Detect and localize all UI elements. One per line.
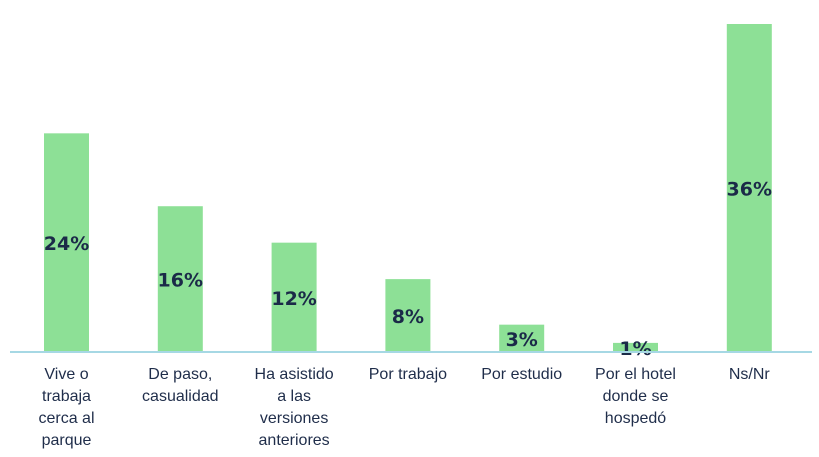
category-label: Vive o trabaja cerca al parque	[38, 366, 95, 449]
category-label: Por el hotel donde se hospedó	[595, 366, 676, 427]
bar	[44, 133, 89, 352]
value-label: 12%	[271, 288, 316, 310]
category-label: Por trabajo	[368, 366, 448, 383]
category-label: Ha asistido a las versiones anteriores	[254, 366, 334, 449]
value-label: 24%	[44, 233, 89, 255]
value-label: 16%	[158, 270, 203, 292]
category-label: Por estudio	[481, 366, 563, 383]
category-label: De paso, casualidad	[142, 366, 219, 405]
bar	[726, 24, 772, 352]
bar	[385, 279, 431, 352]
category-label: Ns/Nr	[728, 366, 770, 383]
value-label: 36%	[727, 179, 772, 201]
bar	[271, 242, 317, 352]
bar	[613, 342, 658, 352]
bar	[499, 324, 545, 352]
bar	[157, 206, 203, 352]
value-label: 1%	[619, 338, 651, 360]
value-label: 8%	[392, 306, 424, 328]
value-label: 3%	[506, 329, 538, 351]
